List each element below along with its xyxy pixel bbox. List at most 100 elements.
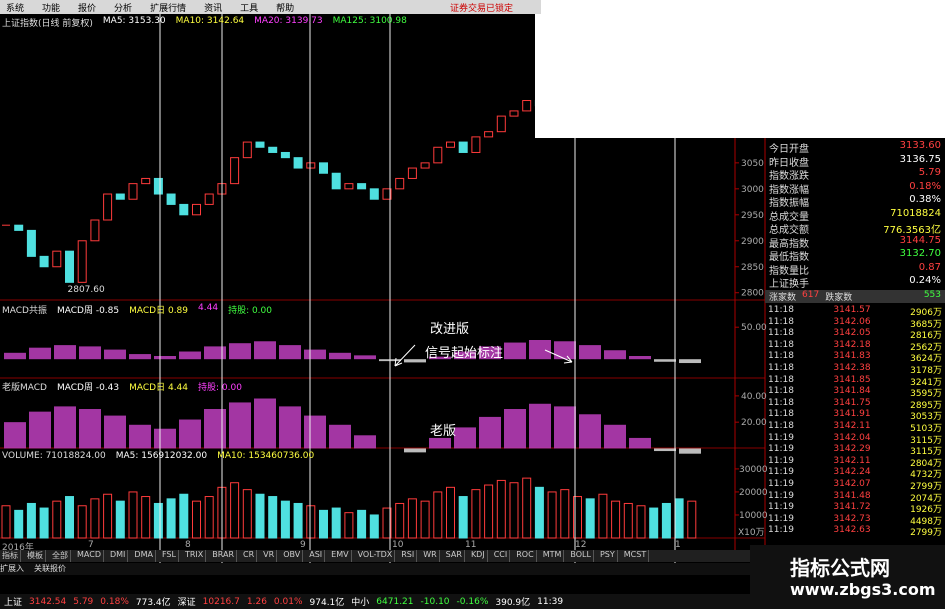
tab[interactable]: MCST <box>622 550 650 562</box>
tab[interactable]: BRAR <box>210 550 238 562</box>
menu-item[interactable]: 资讯 <box>204 3 223 14</box>
volume-bar <box>39 507 49 539</box>
tab[interactable]: DMA <box>132 550 156 562</box>
tick-volume: 3241万 <box>910 377 942 388</box>
macd-bar <box>579 414 601 449</box>
candle <box>153 177 163 195</box>
tab[interactable]: MTM <box>541 550 565 562</box>
x-label: 8 <box>185 540 191 550</box>
tab[interactable]: VOL-TDX <box>356 550 396 562</box>
tick-volume: 2816万 <box>910 331 942 342</box>
quote-value: 3136.75 <box>899 153 941 165</box>
breadth-label: 涨家数 <box>769 293 797 303</box>
tab[interactable]: ROC <box>514 550 537 562</box>
tab[interactable]: VR <box>261 550 278 562</box>
x-label: 7 <box>88 540 94 550</box>
menu-item[interactable]: 系统 <box>6 3 25 14</box>
volume-bar <box>1 505 11 539</box>
tab[interactable]: WR <box>421 550 440 562</box>
volume-bar <box>687 500 697 539</box>
volume-bar <box>458 496 468 539</box>
tab[interactable]: 模板 <box>25 550 46 562</box>
menu-item[interactable]: 扩展行情 <box>150 3 187 14</box>
candle <box>141 177 151 185</box>
tab[interactable]: 全部 <box>50 550 71 562</box>
header-item: 持股: 0.00 <box>228 306 272 316</box>
blank-region <box>535 0 945 138</box>
tick-volume: 2074万 <box>910 493 942 504</box>
volume-bar <box>611 500 621 539</box>
tab[interactable]: SAR <box>444 550 465 562</box>
tab[interactable]: 指标 <box>0 550 21 562</box>
candle <box>331 172 341 190</box>
tab[interactable]: 扩展入 <box>0 564 24 573</box>
header-item: MACD周 -0.43 <box>56 383 120 393</box>
menu-item[interactable]: 工具 <box>240 3 259 14</box>
low-label: 2807.60 <box>68 285 105 295</box>
macd-bar <box>429 437 451 449</box>
volume-bar <box>534 486 544 539</box>
tick-time: 11:18 <box>768 351 794 362</box>
quote-value: 0.87 <box>918 261 941 273</box>
tab[interactable]: PSY <box>598 550 618 562</box>
tab[interactable]: OBV <box>281 550 304 562</box>
volume-bar <box>382 507 392 539</box>
tick-row: 11:18 3142.11 5103万 <box>765 421 945 434</box>
macd-bar <box>404 448 426 453</box>
tab[interactable]: KDJ <box>469 550 488 562</box>
quote-label: 上证换手 <box>769 279 809 290</box>
macd-bar <box>604 424 626 449</box>
macd-bar <box>104 415 126 449</box>
tick-row: 11:18 3141.57 2906万 <box>765 305 945 318</box>
header-item: 持股: 0.00 <box>198 383 242 393</box>
status-item: 0.18% <box>100 596 129 607</box>
volume-bar <box>446 486 455 539</box>
candle <box>395 177 405 190</box>
panel-header: 老版MACD MACD周 -0.43 MACD日 4.44 持股: 0.00 <box>2 380 242 393</box>
tab[interactable]: CR <box>241 550 258 562</box>
tab[interactable]: BOLL <box>568 550 594 562</box>
volume-bar <box>128 491 138 539</box>
annotation: 信号起始标注 <box>425 346 504 361</box>
candle <box>77 240 87 283</box>
volume-bar <box>14 509 24 539</box>
status-item: 0.01% <box>273 596 303 607</box>
tick-volume: 3178万 <box>910 366 942 376</box>
tab[interactable]: FSL <box>160 550 179 562</box>
macd-bar <box>579 345 601 360</box>
tick-price: 3141.75 <box>833 397 871 408</box>
tab[interactable]: CCI <box>492 550 511 562</box>
quote-label: 总成交量 <box>769 211 809 223</box>
volume-bar <box>319 509 328 539</box>
volume-bar <box>585 498 595 539</box>
x-label: 9 <box>300 540 306 550</box>
y-tick-label: 2800 <box>741 289 764 299</box>
tab[interactable]: RSI <box>399 550 418 562</box>
tick-row: 11:19 3142.29 3115万 <box>765 444 945 457</box>
tab[interactable]: ASI <box>307 550 326 562</box>
volume-bar <box>661 502 671 539</box>
tab[interactable]: MACD <box>75 550 104 562</box>
candle <box>39 255 49 268</box>
tab[interactable]: EMV <box>329 550 352 562</box>
tab[interactable]: DMI <box>108 550 129 562</box>
tab[interactable]: TRIX <box>183 550 207 562</box>
volume-bar <box>52 500 62 539</box>
arrows <box>394 344 573 367</box>
macd-bar <box>504 409 526 449</box>
watermark-title: 指标公式网 <box>790 556 890 580</box>
menu-item[interactable]: 分析 <box>114 3 133 14</box>
tick-time: 11:18 <box>768 374 794 385</box>
menu-item[interactable]: 帮助 <box>276 3 295 14</box>
menu-item[interactable]: 报价 <box>78 3 97 14</box>
candle <box>484 131 494 138</box>
volume-bar <box>141 496 151 539</box>
x-label: 2016年 <box>2 543 34 553</box>
tab[interactable]: 关联报价 <box>34 564 66 573</box>
volume-bar <box>255 493 265 539</box>
quote-label: 最高指数 <box>769 238 809 250</box>
tick-price: 3142.06 <box>833 316 871 327</box>
header-item: MA10: 3142.64 <box>175 16 245 26</box>
status-item: 1.26 <box>246 596 267 607</box>
menu-item[interactable]: 功能 <box>42 3 61 14</box>
